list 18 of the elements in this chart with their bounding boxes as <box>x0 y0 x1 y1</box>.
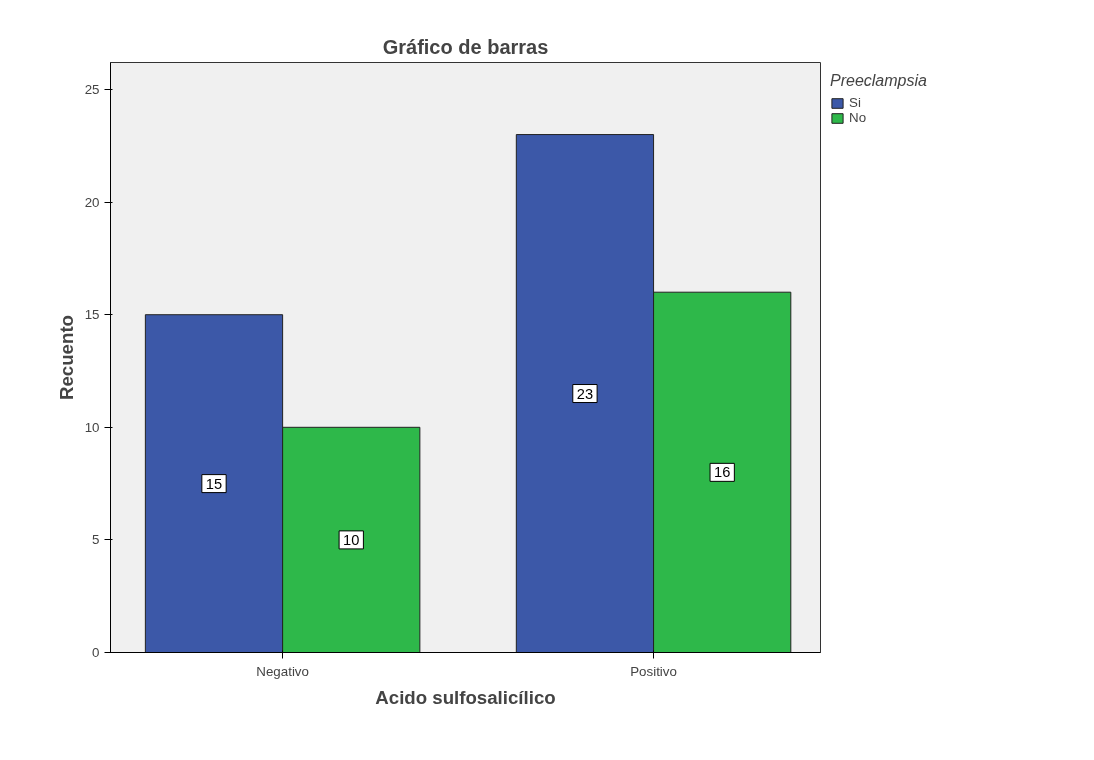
y-tick-label: 5 <box>92 532 100 548</box>
x-tick-label: Negativo <box>256 663 309 679</box>
y-tick-label: 0 <box>92 645 100 660</box>
y-tick-label: 25 <box>84 82 100 98</box>
legend-label: Si <box>849 95 862 110</box>
data-label: 16 <box>714 464 731 481</box>
y-axis-title: Recuento <box>55 314 77 400</box>
chart-title: Gráfico de barras <box>382 35 549 58</box>
legend-title: Preeclampsia <box>830 72 927 90</box>
x-tick-label: Positivo <box>630 663 677 679</box>
y-tick-label: 20 <box>84 194 100 210</box>
y-tick-label: 15 <box>84 307 100 323</box>
x-axis-title: Acido sulfosalicílico <box>375 686 556 708</box>
data-label: 23 <box>576 385 594 402</box>
legend-label: No <box>849 110 868 125</box>
data-label: 10 <box>343 531 360 548</box>
data-label: 15 <box>205 475 223 492</box>
y-tick-label: 10 <box>84 419 100 435</box>
